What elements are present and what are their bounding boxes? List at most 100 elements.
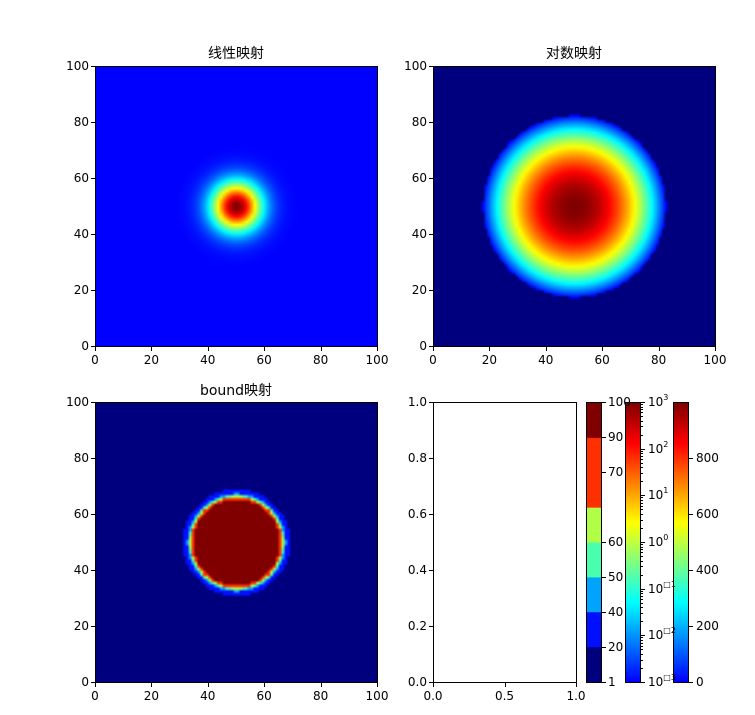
bound-xtick-label: 60	[256, 689, 272, 703]
bound-colorbar-label: 60	[608, 535, 624, 549]
log-colorbar-label: 10□3	[648, 673, 676, 690]
log-colorbar-minor-tick	[641, 499, 643, 501]
log-ytick	[429, 234, 433, 235]
log-colorbar-minor-tick	[641, 473, 643, 475]
bound-colorbar-tick	[602, 472, 606, 473]
log-colorbar-minor-tick	[641, 602, 643, 604]
linear-heatmap-axes	[95, 66, 378, 347]
bound-ytick	[91, 458, 95, 459]
log-ytick-label: 40	[411, 227, 427, 241]
bound-heatmap-axes	[95, 402, 378, 683]
linear-colorbar-tick	[689, 570, 693, 571]
linear-colorbar	[673, 402, 689, 683]
log-colorbar-minor-tick	[641, 426, 643, 428]
linear-ytick-label: 40	[73, 227, 89, 241]
log-colorbar-minor-tick	[641, 513, 643, 515]
log-ytick-label: 80	[411, 115, 427, 129]
linear-xtick	[320, 347, 322, 351]
empty-axes	[433, 402, 577, 683]
bound-xtick	[207, 683, 209, 687]
linear-ytick	[91, 290, 95, 291]
bound-xtick-label: 0	[91, 689, 99, 703]
linear-colorbar-tick	[689, 626, 693, 627]
log-colorbar-minor-tick	[641, 546, 643, 548]
log-colorbar-minor-tick	[641, 642, 643, 644]
empty-xtick-label: 1.0	[566, 689, 586, 703]
bound-ytick-label: 60	[73, 507, 89, 521]
bound-ytick-label: 100	[66, 395, 89, 409]
linear-ytick-label: 20	[73, 283, 89, 297]
bound-colorbar-label: 20	[608, 640, 624, 654]
log-colorbar-minor-tick	[641, 505, 643, 507]
log-heatmap-axes	[433, 66, 716, 347]
bound-xtick-label: 80	[312, 689, 329, 703]
bound-ytick-label: 0	[81, 675, 89, 689]
empty-ytick-label: 0.2	[407, 619, 427, 633]
log-colorbar-minor-tick	[641, 667, 643, 669]
bound-ytick	[91, 570, 95, 571]
bound-xtick-label: 100	[365, 689, 389, 703]
log-colorbar-tick	[641, 588, 645, 590]
log-colorbar-minor-tick	[641, 595, 643, 597]
empty-ytick	[429, 682, 433, 683]
log-colorbar-minor-tick	[641, 639, 643, 641]
log-colorbar-minor-tick	[641, 593, 643, 595]
log-colorbar-minor-tick	[641, 621, 643, 623]
bound-ytick-label: 40	[73, 563, 89, 577]
log-colorbar-label: 103	[648, 393, 669, 410]
bound-ytick	[91, 682, 95, 683]
empty-xtick-label: 0.0	[423, 689, 443, 703]
linear-colorbar-label: 200	[696, 619, 719, 633]
log-xtick	[433, 347, 434, 351]
bound-ytick	[91, 626, 95, 627]
log-colorbar-minor-tick	[641, 462, 643, 464]
empty-ytick	[429, 514, 433, 515]
log-xtick-label: 80	[650, 353, 667, 367]
empty-xtick	[433, 683, 434, 687]
empty-xtick	[576, 683, 577, 687]
log-colorbar-minor-tick	[641, 544, 643, 546]
log-colorbar-label: 10□2	[648, 626, 676, 643]
bound-colorbar-tick	[602, 577, 606, 578]
empty-ytick	[429, 402, 433, 403]
log-colorbar	[625, 402, 641, 683]
log-xtick	[489, 347, 491, 351]
log-colorbar-minor-tick	[641, 556, 643, 558]
bound-colorbar-label: 40	[608, 605, 624, 619]
log-colorbar-minor-tick	[641, 653, 643, 655]
log-xtick-label: 60	[594, 353, 610, 367]
bound-xtick-label: 20	[143, 689, 160, 703]
bound-plot-title: bound映射	[199, 383, 273, 399]
bound-heatmap	[96, 403, 377, 682]
linear-colorbar-label: 600	[696, 507, 719, 521]
bound-ytick-label: 80	[73, 451, 89, 465]
empty-ytick-label: 0.8	[407, 451, 427, 465]
log-colorbar-minor-tick	[641, 434, 643, 436]
log-colorbar-minor-tick	[641, 404, 643, 406]
linear-xtick	[95, 347, 96, 351]
linear-ytick-label: 60	[73, 171, 89, 185]
log-ytick	[429, 122, 433, 123]
empty-ytick-label: 0.6	[407, 507, 427, 521]
log-colorbar-minor-tick	[641, 659, 643, 661]
bound-ytick	[91, 402, 95, 403]
log-ytick	[429, 346, 433, 347]
log-heatmap	[434, 67, 715, 346]
empty-ytick	[429, 458, 433, 459]
log-colorbar-tick	[641, 682, 645, 683]
bound-xtick-label: 40	[200, 689, 216, 703]
empty-xtick	[504, 683, 506, 687]
linear-ytick-label: 0	[81, 339, 89, 353]
log-colorbar-minor-tick	[641, 574, 643, 576]
log-colorbar-minor-tick	[641, 637, 643, 639]
log-ytick-label: 60	[411, 171, 427, 185]
log-colorbar-label: 102	[648, 439, 669, 456]
bound-colorbar-tick	[602, 647, 606, 648]
bound-colorbar-tick	[602, 682, 606, 683]
linear-xtick-label: 60	[256, 353, 272, 367]
log-colorbar-minor-tick	[641, 645, 643, 647]
log-xtick-label: 100	[703, 353, 727, 367]
log-ytick	[429, 66, 433, 67]
linear-colorbar-tick	[689, 514, 693, 515]
log-ytick	[429, 290, 433, 291]
